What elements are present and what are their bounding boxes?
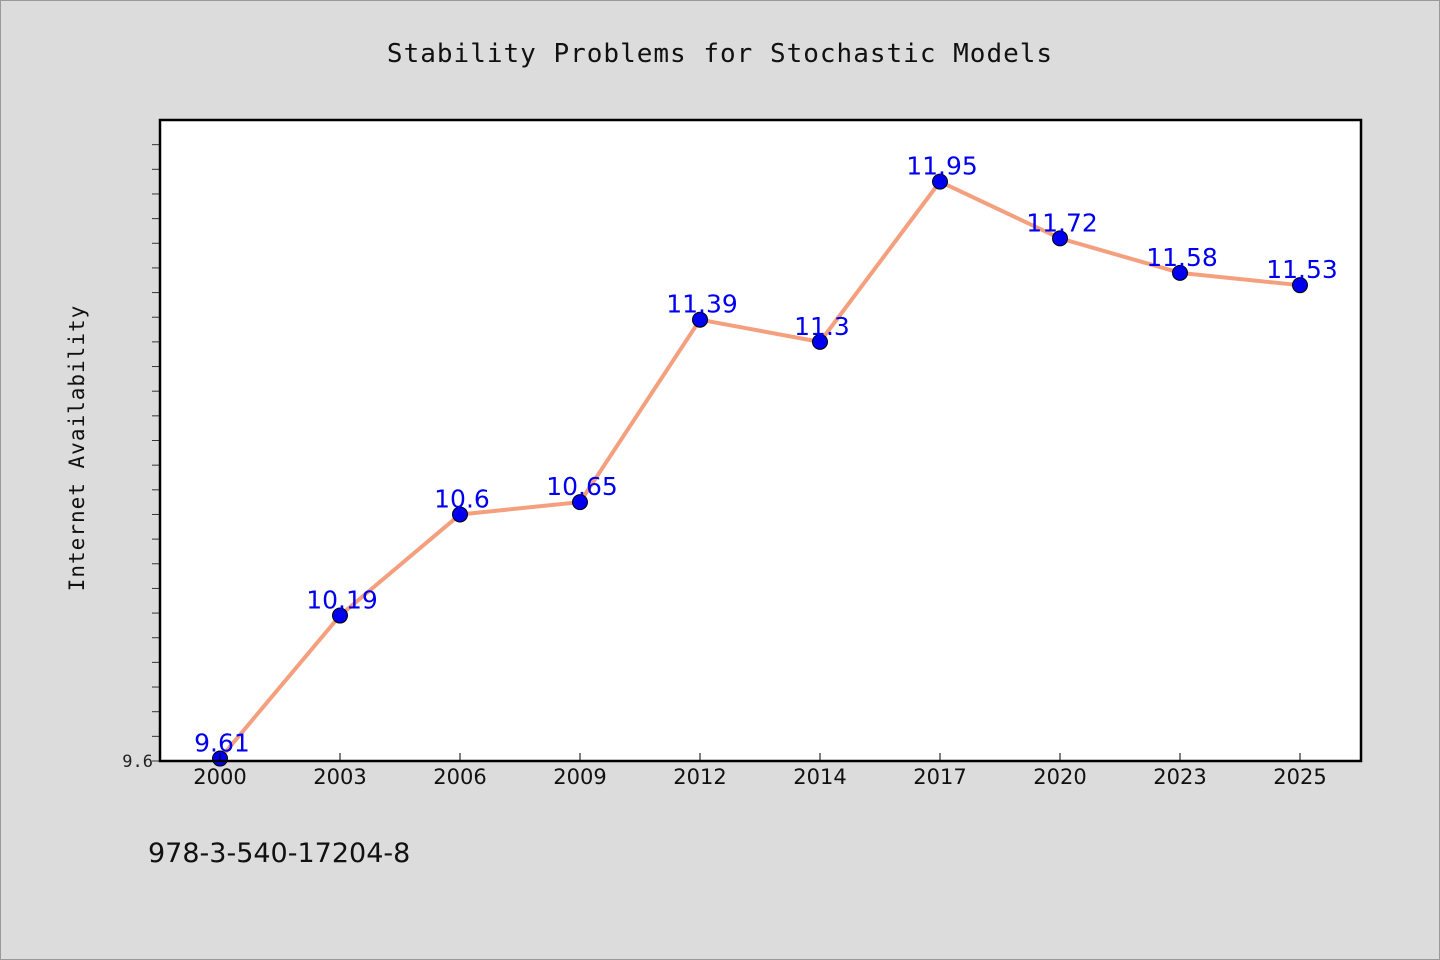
x-tick-label: 2017 (913, 765, 966, 789)
data-point (692, 311, 708, 328)
data-label: 11.3 (794, 312, 850, 341)
data-point (332, 607, 348, 624)
data-label: 10.6 (434, 484, 490, 513)
markers (212, 173, 1308, 767)
data-label: 11.95 (906, 152, 978, 181)
x-tick-label: 2000 (193, 765, 246, 789)
data-label: 11.58 (1146, 243, 1218, 272)
x-tick-label: 2014 (793, 765, 846, 789)
x-tick-labels: 2000 2003 2006 2009 2012 2014 2017 2020 2023 2025 (193, 753, 1327, 789)
data-label: 10.19 (306, 586, 378, 615)
data-point (1292, 277, 1308, 294)
footer-isbn: 978-3-540-17204-8 (148, 838, 410, 869)
y-minor-ticks (152, 144, 160, 762)
data-point (1172, 264, 1188, 281)
data-labels: 9.61 10.19 10.6 10.65 11.39 11.3 11.95 11.72 11.… (194, 152, 1338, 758)
x-tick-label: 2003 (313, 765, 366, 789)
x-tick-label: 2023 (1153, 765, 1206, 789)
data-point (452, 506, 468, 523)
series-line (218, 179, 1301, 760)
x-tick-label: 2025 (1273, 765, 1326, 789)
data-point (572, 494, 588, 511)
plot-border (158, 118, 1363, 763)
x-tick-label: 2020 (1033, 765, 1086, 789)
data-label: 9.61 (194, 729, 250, 758)
x-tick-label: 2006 (433, 765, 486, 789)
data-point (812, 333, 828, 350)
x-tick-label: 2012 (673, 765, 726, 789)
y-axis-label: Internet Availability (65, 305, 89, 592)
data-label: 11.39 (666, 290, 738, 319)
y-tick-label-min: 9.6 (122, 752, 153, 772)
data-label: 11.53 (1266, 255, 1338, 284)
data-point (1052, 230, 1068, 247)
data-label: 11.72 (1026, 208, 1098, 237)
plot-area (160, 120, 1361, 761)
chart-title: Stability Problems for Stochastic Models (387, 39, 1053, 69)
data-point (932, 173, 948, 190)
x-tick-label: 2009 (553, 765, 606, 789)
data-label: 10.65 (546, 472, 618, 501)
